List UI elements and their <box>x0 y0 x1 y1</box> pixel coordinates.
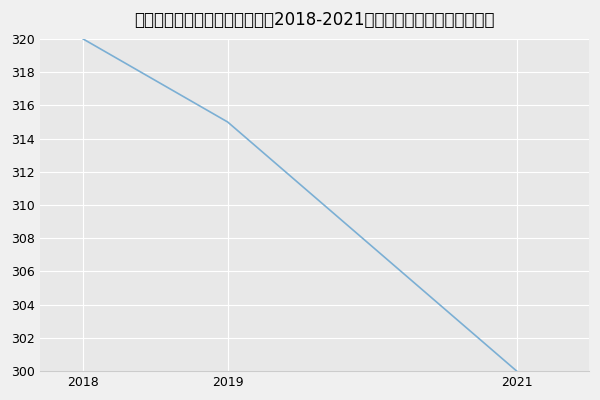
Title: 西安交通大学临床检验诊断学（2018-2021历年复试）研究生录取分数线: 西安交通大学临床检验诊断学（2018-2021历年复试）研究生录取分数线 <box>134 11 494 29</box>
